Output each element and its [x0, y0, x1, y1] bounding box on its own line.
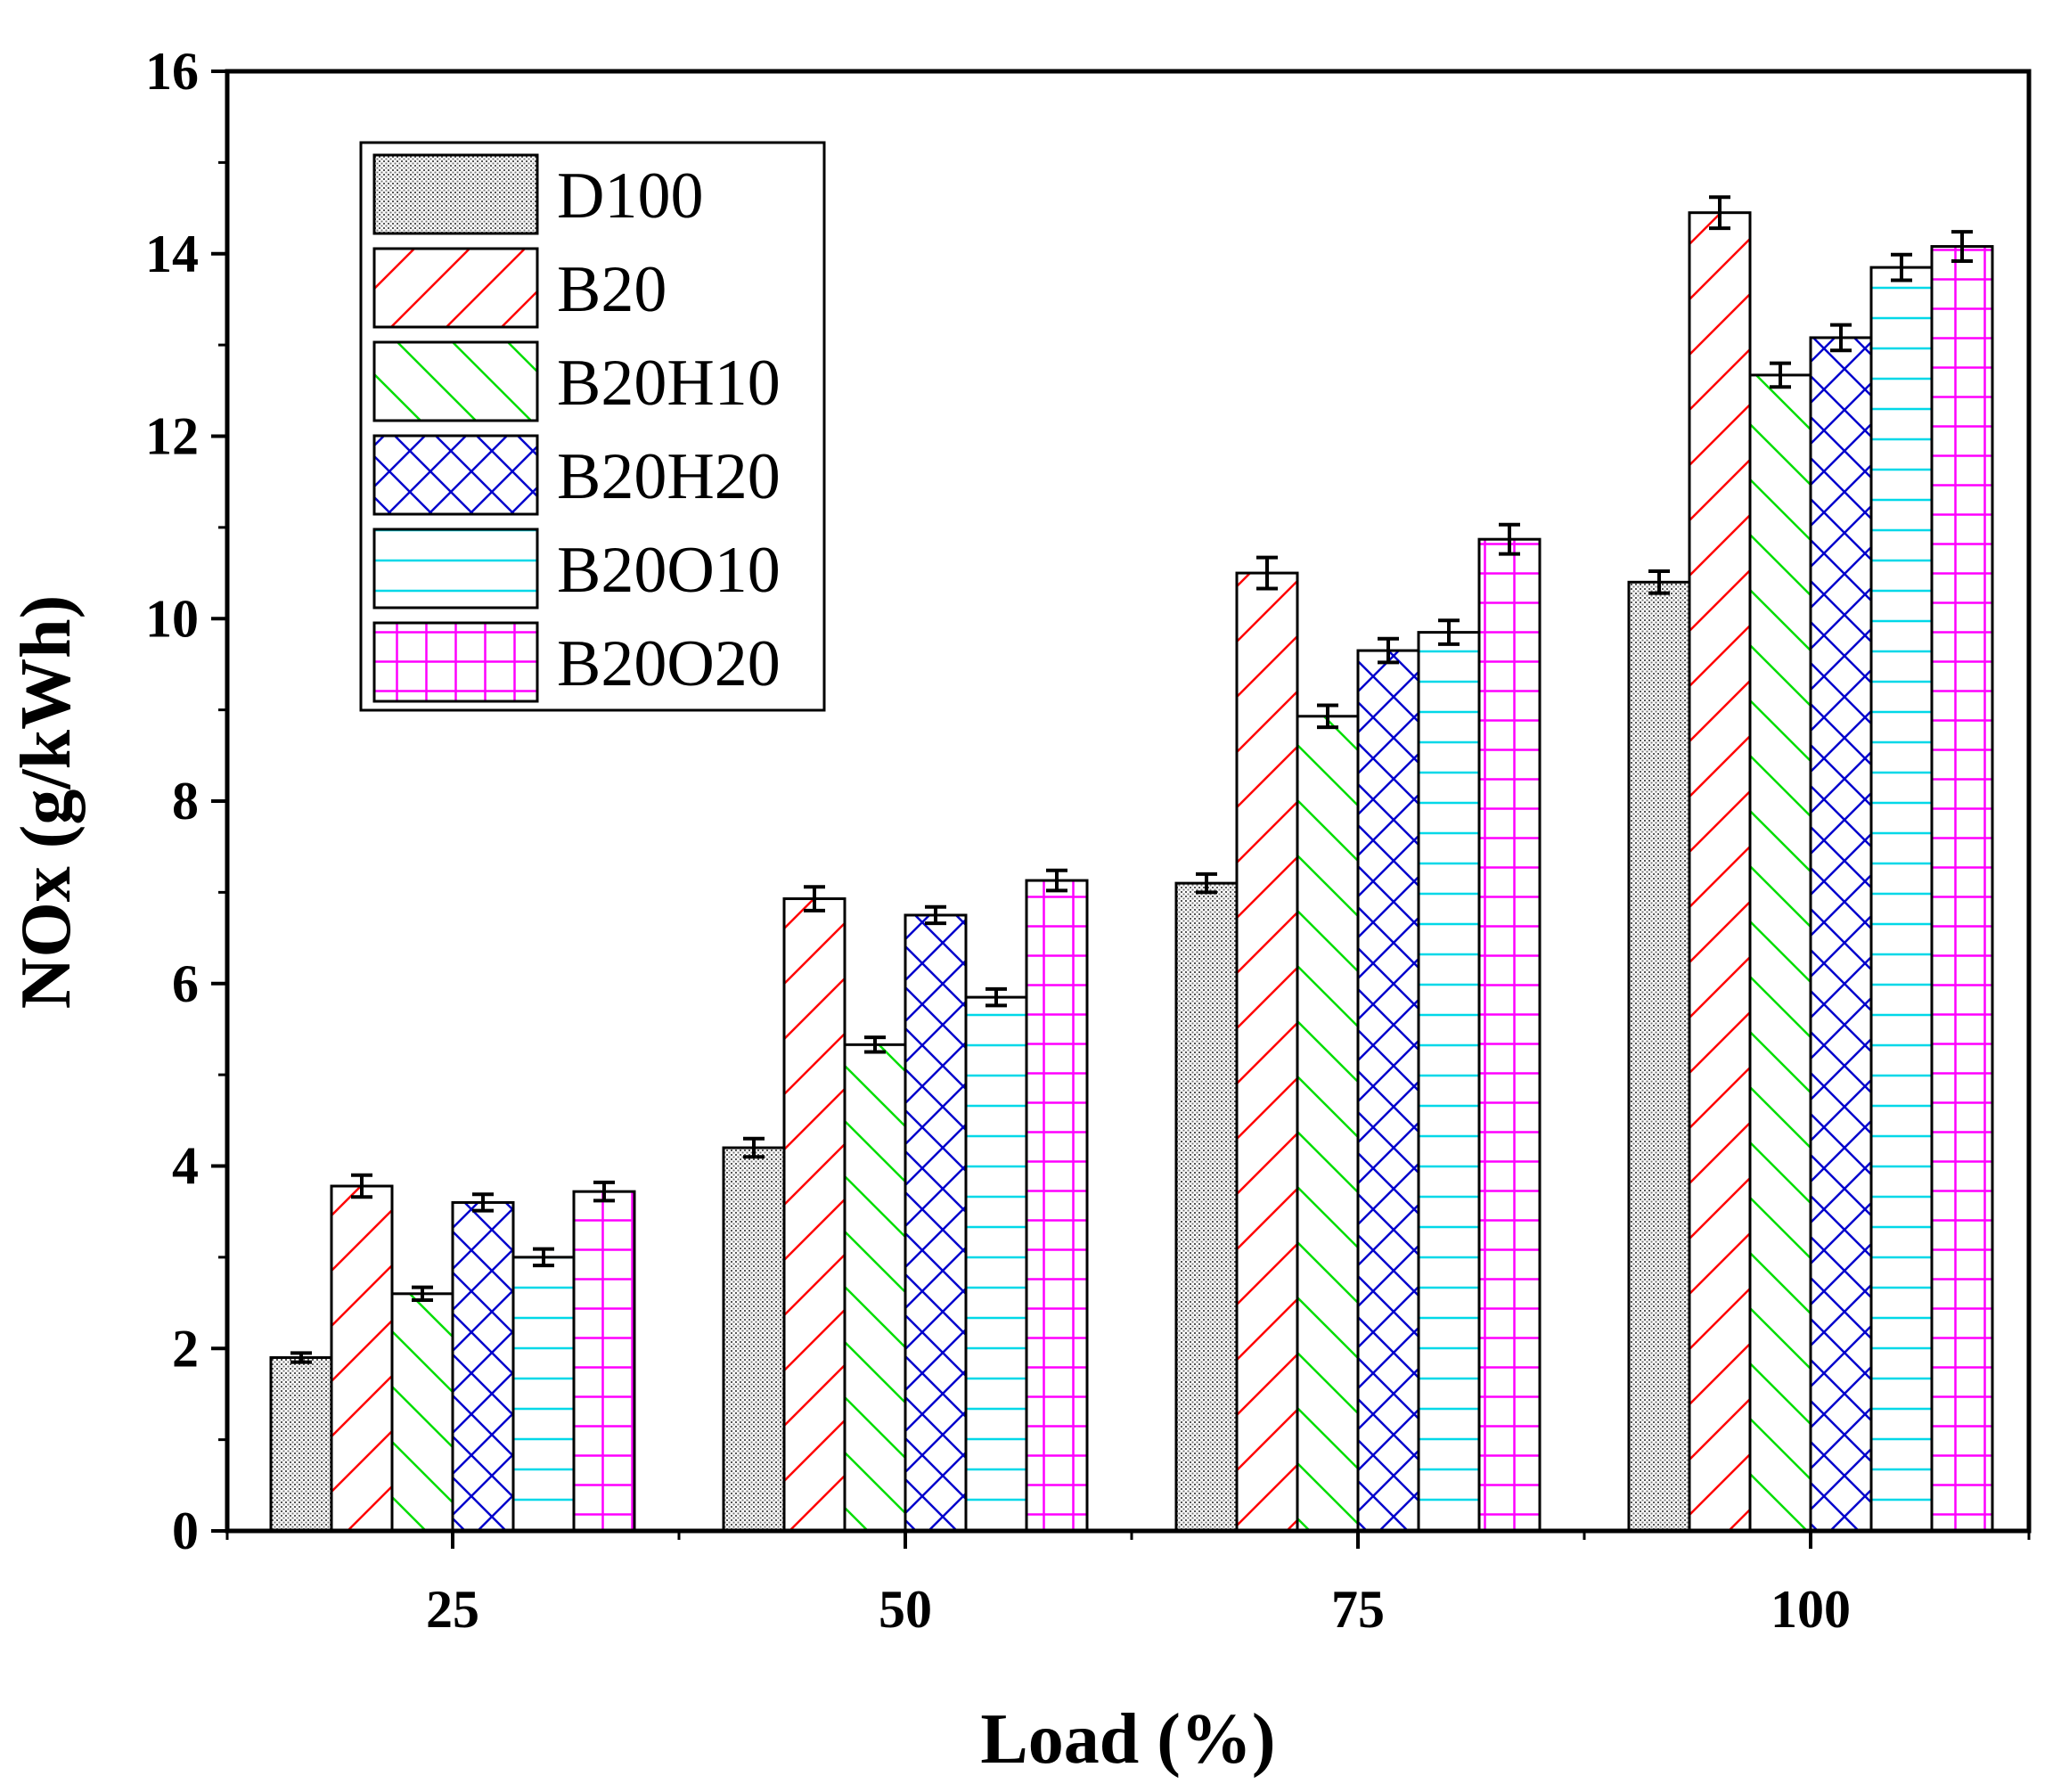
bar-D100-75	[1176, 883, 1237, 1531]
legend-swatch-B20H20	[374, 436, 537, 514]
y-tick-label-6: 6	[172, 954, 199, 1013]
legend-swatch-B20H10	[374, 342, 537, 421]
bar-D100-100	[1629, 582, 1689, 1531]
legend-label-B20O20: B20O20	[557, 627, 781, 700]
legend-swatch-B20O20	[374, 623, 537, 701]
bar-B20H20-100	[1811, 338, 1871, 1531]
bar-D100-25	[271, 1357, 331, 1531]
y-tick-label-14: 14	[145, 225, 199, 283]
bar-D100-50	[724, 1148, 784, 1531]
legend-item-B20O10: B20O10	[374, 529, 781, 608]
legend-swatch-D100	[374, 155, 537, 233]
x-tick-label-25: 25	[426, 1580, 479, 1639]
bar-B20H10-100	[1750, 375, 1811, 1531]
bar-B20-75	[1237, 573, 1297, 1531]
bar-B20O20-75	[1479, 539, 1540, 1531]
bar-B20O20-25	[574, 1191, 634, 1531]
legend-label-B20O10: B20O10	[557, 534, 781, 607]
y-tick-label-2: 2	[172, 1319, 199, 1378]
legend-label-B20H20: B20H20	[557, 440, 781, 513]
bar-B20-50	[784, 899, 845, 1531]
legend-item-B20: B20	[374, 249, 667, 327]
bar-B20H20-75	[1358, 651, 1419, 1531]
y-axis-title: NOx (g/kWh)	[7, 595, 86, 1010]
nox-bar-chart: 0 2 4 6 8 10 12 14 16 25 50 75 100 NOx (g/kWh) Load …	[0, 0, 2061, 1792]
bar-B20O10-50	[966, 997, 1026, 1531]
legend-label-B20H10: B20H10	[557, 347, 781, 420]
legend-item-B20H10: B20H10	[374, 342, 781, 421]
bar-B20H10-50	[845, 1044, 905, 1531]
x-axis-title: Load (%)	[980, 1700, 1275, 1779]
x-tick-label-75: 75	[1331, 1580, 1385, 1639]
bar-B20-100	[1689, 213, 1750, 1531]
bar-B20O10-75	[1419, 633, 1479, 1531]
bar-B20O20-100	[1932, 247, 1992, 1531]
legend-swatch-B20O10	[374, 529, 537, 608]
legend-label-D100: D100	[557, 160, 703, 233]
bar-B20O10-25	[513, 1257, 574, 1531]
y-tick-label-0: 0	[172, 1502, 199, 1560]
bar-B20O10-100	[1871, 267, 1932, 1531]
legend-label-B20: B20	[557, 253, 667, 326]
legend: D100 B20 B20H10 B20H20 B20O10 B20O20	[361, 143, 824, 710]
legend-item-B20O20: B20O20	[374, 623, 781, 701]
y-tick-label-10: 10	[145, 589, 199, 648]
bar-B20H10-25	[392, 1294, 453, 1531]
x-tick-label-100: 100	[1771, 1580, 1851, 1639]
bar-B20O20-50	[1026, 880, 1087, 1531]
legend-swatch-B20	[374, 249, 537, 327]
y-tick-label-8: 8	[172, 772, 199, 831]
x-tick-label-50: 50	[879, 1580, 932, 1639]
y-tick-label-4: 4	[172, 1137, 199, 1196]
legend-item-B20H20: B20H20	[374, 436, 781, 514]
bar-B20H20-50	[905, 915, 966, 1531]
y-tick-label-12: 12	[145, 407, 199, 466]
y-tick-label-16: 16	[145, 42, 199, 101]
bar-B20-25	[331, 1186, 392, 1531]
bar-B20H10-75	[1297, 716, 1358, 1531]
bar-B20H20-25	[453, 1202, 513, 1531]
